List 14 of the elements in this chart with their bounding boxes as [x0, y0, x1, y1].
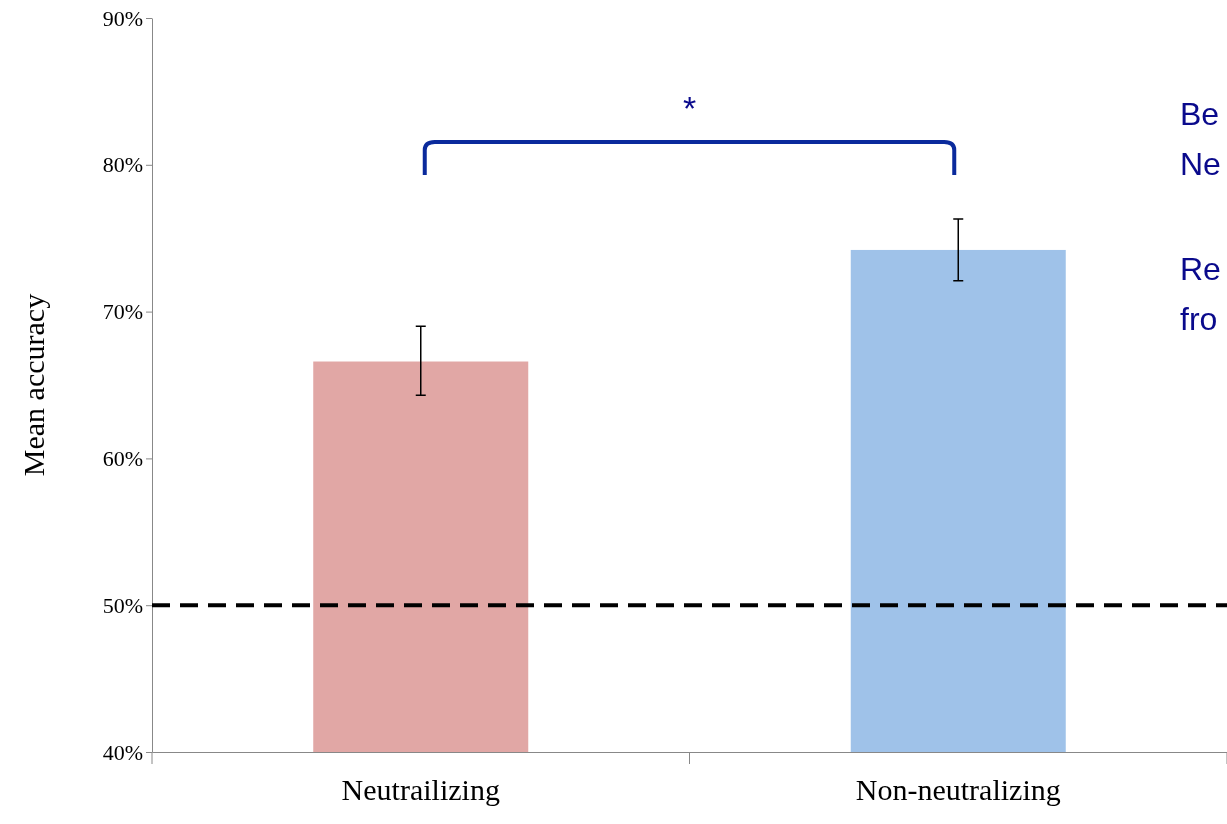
annotation: Be	[1180, 96, 1220, 132]
x-tick-label: Non-neutralizing	[855, 773, 1061, 806]
y-tick-label: 50%	[102, 592, 143, 618]
y-tick-label: 60%	[102, 445, 143, 471]
annotation: *	[682, 89, 697, 127]
y-tick-label: 40%	[102, 739, 143, 765]
y-tick-label: 70%	[102, 299, 143, 325]
y-tick-label: 90%	[102, 5, 143, 31]
annotation: Re	[1180, 251, 1221, 287]
annotation: Ne	[1180, 146, 1221, 182]
annotation: fro	[1180, 301, 1218, 337]
y-tick-label: 80%	[102, 152, 143, 178]
y-axis-title: Mean accuracy	[17, 293, 50, 477]
x-tick-label: Neutrailizing	[341, 773, 500, 806]
